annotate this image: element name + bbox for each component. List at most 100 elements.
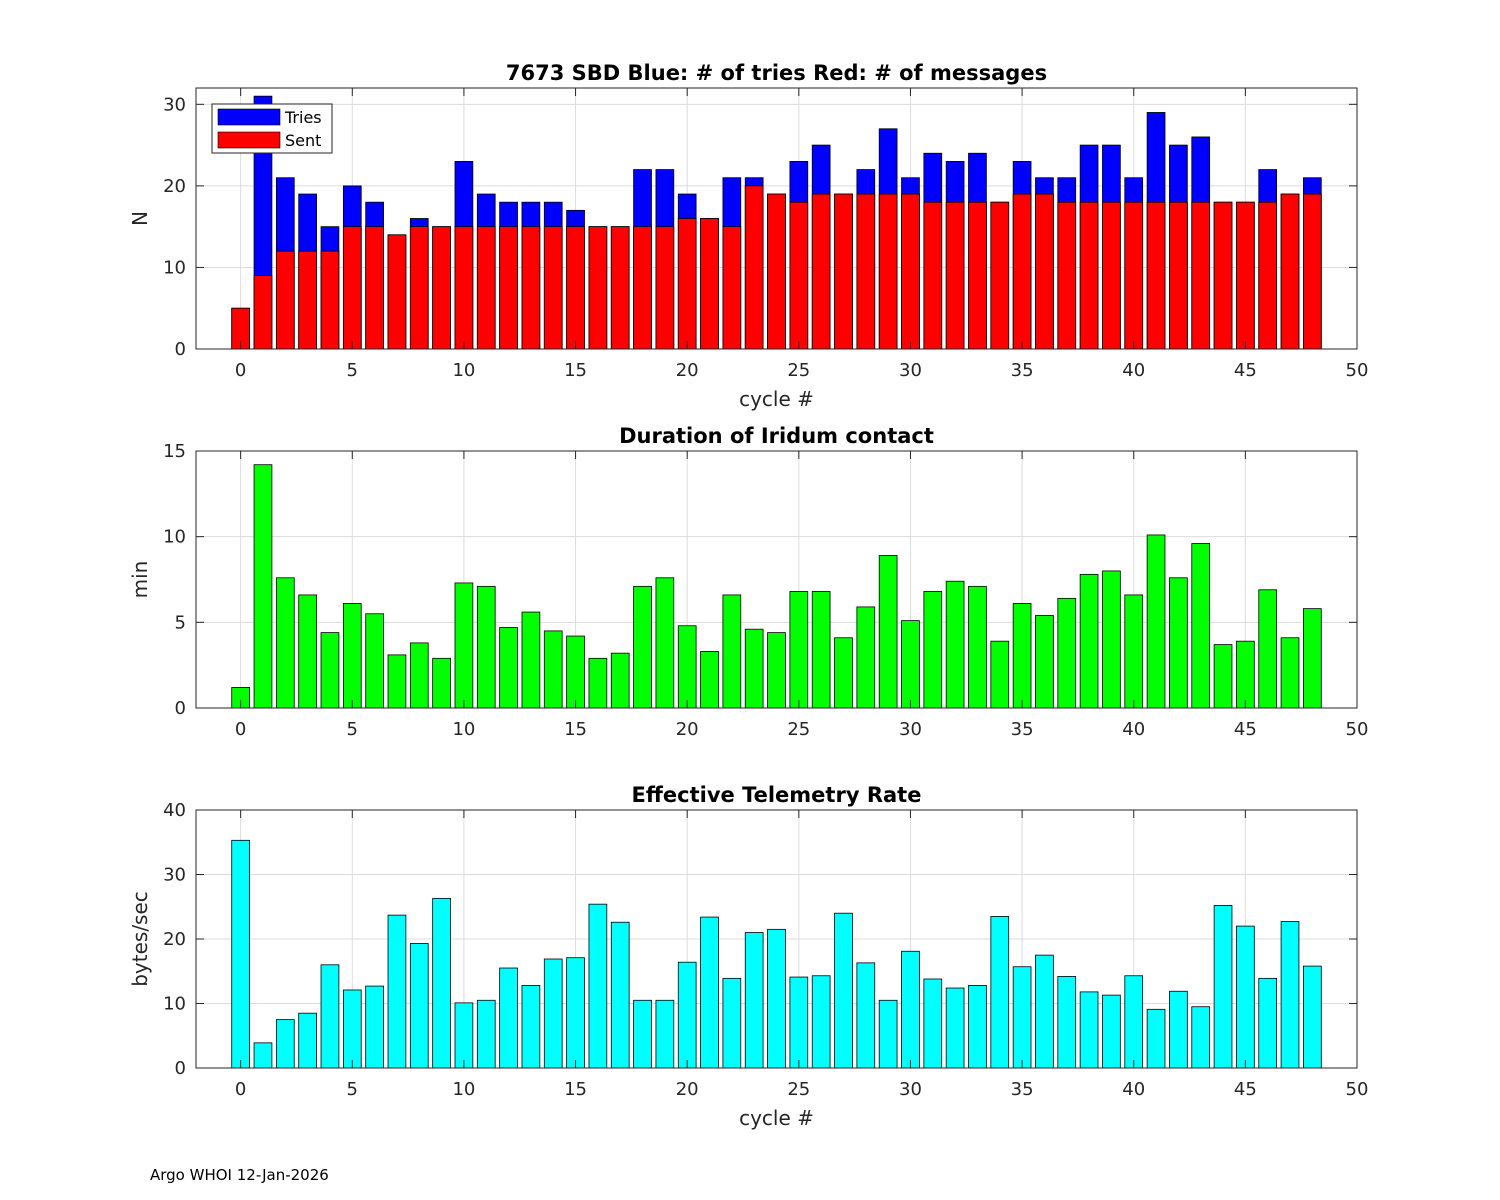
bar-value bbox=[1124, 975, 1144, 1069]
x-axis-label: cycle # bbox=[739, 1106, 814, 1130]
bar-sent bbox=[1124, 201, 1144, 350]
x-tick-label: 0 bbox=[235, 719, 246, 740]
x-tick-label: 45 bbox=[1234, 360, 1257, 381]
bar-sent bbox=[655, 226, 675, 350]
bar-value bbox=[432, 897, 451, 1069]
bar-value bbox=[1258, 977, 1278, 1069]
x-axis-label: cycle # bbox=[739, 387, 814, 411]
y-tick-label: 0 bbox=[175, 339, 186, 360]
bar-value bbox=[677, 625, 697, 709]
bar-value bbox=[945, 580, 965, 709]
x-tick-label: 10 bbox=[452, 719, 475, 740]
bar-sent bbox=[1079, 201, 1099, 350]
x-tick-label: 15 bbox=[564, 1079, 587, 1100]
x-tick-label: 25 bbox=[787, 360, 810, 381]
bar-value bbox=[1012, 966, 1032, 1069]
bar-value bbox=[342, 989, 362, 1069]
bar-value bbox=[476, 999, 496, 1069]
bar-value bbox=[878, 999, 898, 1069]
bar-value bbox=[320, 632, 340, 709]
bar-value bbox=[923, 978, 943, 1069]
bar-value bbox=[1213, 905, 1233, 1069]
x-tick-label: 30 bbox=[899, 1079, 922, 1100]
bar-value bbox=[320, 964, 340, 1069]
x-tick-label: 40 bbox=[1122, 1079, 1145, 1100]
bar-value bbox=[365, 613, 384, 709]
bar-value bbox=[700, 916, 719, 1069]
bar-sent bbox=[298, 250, 317, 350]
bar-value bbox=[990, 640, 1010, 709]
bar-value bbox=[1280, 637, 1300, 709]
x-tick-label: 40 bbox=[1122, 719, 1145, 740]
bar-value bbox=[1303, 608, 1322, 709]
bar-value bbox=[1057, 976, 1077, 1069]
bar-value bbox=[1079, 573, 1099, 709]
bar-value bbox=[744, 628, 764, 709]
bar-value bbox=[1169, 990, 1188, 1069]
bar-sent bbox=[588, 226, 608, 350]
bar-value bbox=[454, 1002, 474, 1069]
bar-sent bbox=[365, 226, 384, 350]
bar-sent bbox=[722, 226, 742, 350]
bar-value bbox=[1236, 925, 1255, 1069]
bar-value bbox=[789, 591, 809, 709]
chart-title: 7673 SBD Blue: # of tries Red: # of mess… bbox=[506, 61, 1047, 85]
bar-sent bbox=[1102, 201, 1121, 350]
bar-value bbox=[834, 912, 853, 1069]
x-tick-label: 50 bbox=[1346, 360, 1369, 381]
x-tick-label: 20 bbox=[676, 719, 699, 740]
x-tick-label: 30 bbox=[899, 719, 922, 740]
bar-value bbox=[521, 985, 541, 1069]
bar-value bbox=[767, 928, 786, 1069]
y-tick-label: 40 bbox=[163, 800, 186, 821]
y-axis-label: min bbox=[128, 561, 152, 599]
bar-value bbox=[1057, 597, 1077, 709]
bar-value bbox=[1146, 1008, 1166, 1069]
bar-value bbox=[543, 630, 563, 709]
bar-value bbox=[655, 999, 675, 1069]
y-tick-label: 0 bbox=[175, 698, 186, 719]
bar-value bbox=[610, 921, 630, 1069]
y-tick-label: 15 bbox=[163, 441, 186, 462]
x-tick-label: 20 bbox=[676, 360, 699, 381]
bar-value bbox=[1258, 589, 1278, 709]
bar-value bbox=[633, 999, 652, 1069]
bar-value bbox=[856, 606, 876, 709]
y-tick-label: 20 bbox=[163, 929, 186, 950]
bar-value bbox=[1102, 570, 1121, 709]
chart-3: 0 5 10 15 20 25 30 35 40 45 50 0 10 20 30 40 Effective T… bbox=[128, 783, 1368, 1130]
bar-value bbox=[968, 585, 987, 709]
chart-title: Duration of Iridum contact bbox=[619, 424, 934, 448]
x-tick-label: 10 bbox=[452, 1079, 475, 1100]
bar-value bbox=[476, 585, 496, 709]
legend-label: Sent bbox=[285, 131, 321, 150]
bar-value bbox=[1191, 1006, 1211, 1069]
bar-value bbox=[633, 585, 652, 709]
bar-sent bbox=[677, 218, 697, 350]
bar-value bbox=[253, 1042, 273, 1069]
bar-value bbox=[1213, 644, 1233, 709]
bar-value bbox=[253, 464, 273, 709]
bar-sent bbox=[1213, 201, 1233, 350]
bar-value bbox=[499, 967, 518, 1069]
x-tick-label: 15 bbox=[564, 360, 587, 381]
x-tick-label: 20 bbox=[676, 1079, 699, 1100]
x-tick-label: 0 bbox=[235, 1079, 246, 1100]
bar-sent bbox=[1191, 201, 1211, 350]
x-tick-label: 50 bbox=[1346, 1079, 1369, 1100]
bar-sent bbox=[633, 226, 652, 350]
x-tick-label: 35 bbox=[1011, 360, 1034, 381]
bar-value bbox=[521, 611, 541, 709]
y-tick-label: 5 bbox=[175, 612, 186, 633]
y-tick-label: 30 bbox=[163, 865, 186, 886]
bar-value bbox=[789, 976, 809, 1069]
y-tick-label: 30 bbox=[163, 94, 186, 115]
legend-swatch bbox=[217, 108, 281, 126]
x-tick-label: 5 bbox=[347, 360, 358, 381]
bar-value bbox=[298, 1012, 317, 1069]
bar-sent bbox=[901, 193, 920, 350]
bar-value bbox=[1124, 594, 1144, 709]
bar-value bbox=[588, 657, 608, 709]
y-axis-label: N bbox=[128, 211, 152, 226]
bar-value bbox=[275, 577, 295, 709]
